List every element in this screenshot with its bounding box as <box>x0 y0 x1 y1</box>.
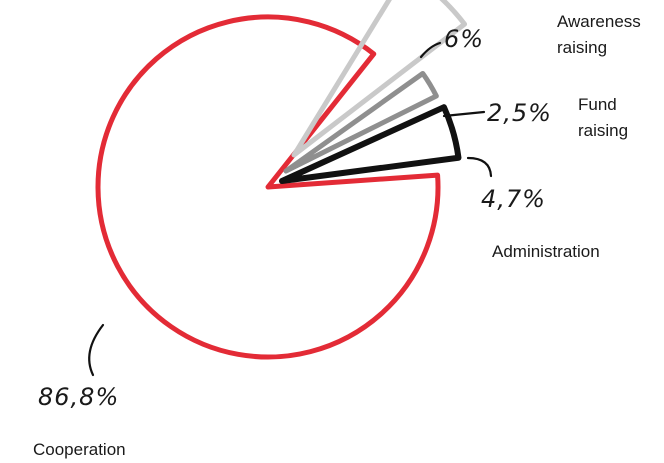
slice-cooperation <box>95 14 441 360</box>
leader-line-administration <box>466 156 493 178</box>
category-label-fund-line1: Fund <box>578 95 617 114</box>
value-label-fund: 2,5% <box>487 99 552 127</box>
category-label-awareness-line2: raising <box>557 38 607 57</box>
leader-line-cooperation <box>88 323 105 377</box>
value-label-administration: 4,7% <box>481 185 546 213</box>
category-label-administration: Administration <box>492 242 600 261</box>
value-label-cooperation: 86,8% <box>38 383 119 411</box>
category-label-awareness-line1: Awareness <box>557 12 641 31</box>
leader-line-awareness <box>419 41 442 59</box>
category-label-cooperation: Cooperation <box>33 440 126 459</box>
value-label-awareness: 6% <box>444 25 484 53</box>
category-label-fund-line2: raising <box>578 121 628 140</box>
category-label-awareness: Awareness raising <box>557 12 641 57</box>
slice-fund-raising <box>283 70 439 174</box>
slice-awareness-raising <box>291 0 468 158</box>
leader-line-fund <box>442 110 486 118</box>
pie-slices <box>95 0 468 360</box>
category-label-fund: Fund raising <box>578 95 628 140</box>
slice-administration <box>279 104 462 184</box>
